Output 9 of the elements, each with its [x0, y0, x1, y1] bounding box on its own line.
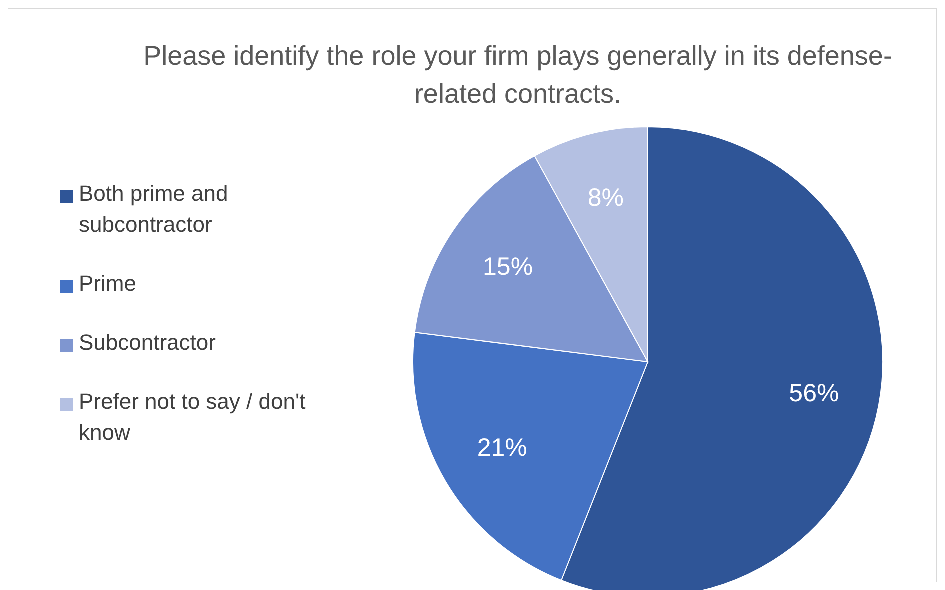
legend-label: Prime	[79, 270, 136, 298]
data-label: 15%	[483, 252, 534, 281]
data-label: 56%	[789, 380, 840, 408]
legend-label: Prefer not to say / don't know	[79, 388, 307, 447]
data-label: 21%	[477, 434, 528, 462]
data-label: 8%	[588, 184, 624, 212]
legend-label: Subcontractor	[79, 329, 216, 357]
legend-label: Both prime and subcontractor	[79, 180, 230, 239]
chart-title: Please identify the role your firm plays generally in its defense-related contracts.	[142, 40, 894, 111]
